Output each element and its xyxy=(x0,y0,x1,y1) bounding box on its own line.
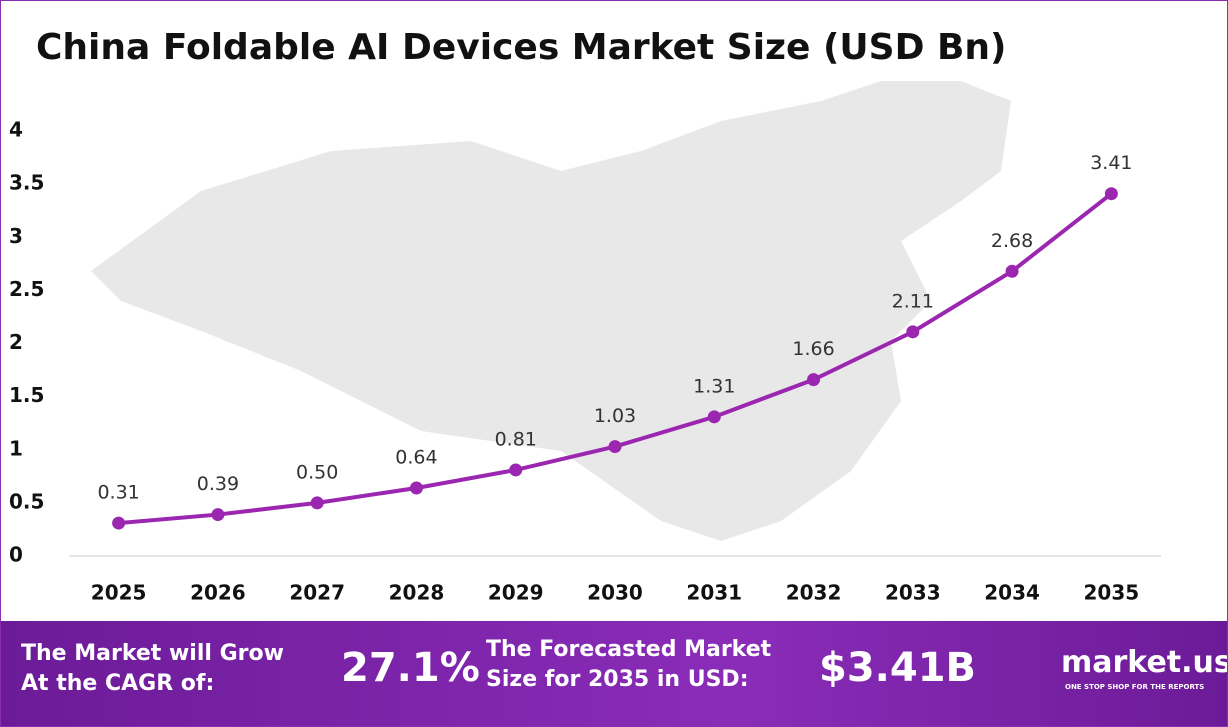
tagline: ONE STOP SHOP FOR THE REPORTS xyxy=(1065,683,1205,691)
x-tick-label: 2032 xyxy=(786,581,842,605)
map-background xyxy=(91,81,1011,541)
value-label: 2.11 xyxy=(892,290,934,312)
marker xyxy=(310,496,324,510)
x-tick-label: 2031 xyxy=(686,581,742,605)
marker xyxy=(608,440,622,454)
x-tick-label: 2035 xyxy=(1084,581,1140,605)
value-label: 2.68 xyxy=(991,230,1033,252)
y-tick-label: 3.5 xyxy=(9,171,44,195)
value-label: 1.66 xyxy=(792,338,834,360)
x-tick-label: 2027 xyxy=(289,581,345,605)
forecast-value: $3.41B xyxy=(819,645,977,691)
x-tick-label: 2030 xyxy=(587,581,643,605)
value-label: 0.31 xyxy=(97,482,139,504)
y-tick-label: 0.5 xyxy=(9,489,44,513)
value-label: 0.64 xyxy=(395,447,437,469)
forecast-text: The Forecasted Market Size for 2035 in U… xyxy=(486,635,771,695)
y-tick-label: 2 xyxy=(9,330,23,354)
logo: market.us xyxy=(1061,645,1228,680)
cagr-text: The Market will Grow At the CAGR of: xyxy=(21,639,284,699)
chart-title: China Foldable AI Devices Market Size (U… xyxy=(36,27,1007,68)
y-tick-label: 3 xyxy=(9,224,23,248)
marker xyxy=(211,508,225,522)
x-tick-label: 2025 xyxy=(91,581,147,605)
x-tick-label: 2033 xyxy=(885,581,941,605)
marker xyxy=(409,481,423,495)
x-tick-label: 2028 xyxy=(389,581,445,605)
forecast-line: The Forecasted Market xyxy=(486,637,772,662)
marker xyxy=(707,410,721,424)
value-label: 0.50 xyxy=(296,461,338,483)
marker xyxy=(1104,187,1118,201)
marker xyxy=(509,463,523,477)
y-tick-label: 2.5 xyxy=(9,277,44,301)
y-tick-label: 0 xyxy=(9,543,23,567)
value-label: 0.81 xyxy=(495,428,537,450)
x-tick-label: 2034 xyxy=(984,581,1040,605)
y-tick-label: 4 xyxy=(9,118,23,142)
value-label: 1.03 xyxy=(594,405,636,427)
y-tick-label: 1 xyxy=(9,436,23,460)
x-tick-label: 2026 xyxy=(190,581,246,605)
footer: The Market will Grow At the CAGR of: 27.… xyxy=(1,621,1227,726)
marker xyxy=(112,516,126,530)
value-label: 0.39 xyxy=(197,473,239,495)
cagr-line: The Market will Grow xyxy=(21,641,284,666)
value-label: 1.31 xyxy=(693,375,735,397)
marker xyxy=(807,373,821,387)
marker xyxy=(906,325,920,339)
x-tick-label: 2029 xyxy=(488,581,544,605)
y-tick-label: 1.5 xyxy=(9,383,44,407)
forecast-line: Size for 2035 in USD: xyxy=(486,667,749,692)
cagr-value: 27.1% xyxy=(341,645,480,691)
value-label: 3.41 xyxy=(1090,152,1132,174)
marker xyxy=(1005,264,1019,278)
cagr-line: At the CAGR of: xyxy=(21,671,215,696)
chart: China Foldable AI Devices Market Size (U… xyxy=(9,27,1161,605)
